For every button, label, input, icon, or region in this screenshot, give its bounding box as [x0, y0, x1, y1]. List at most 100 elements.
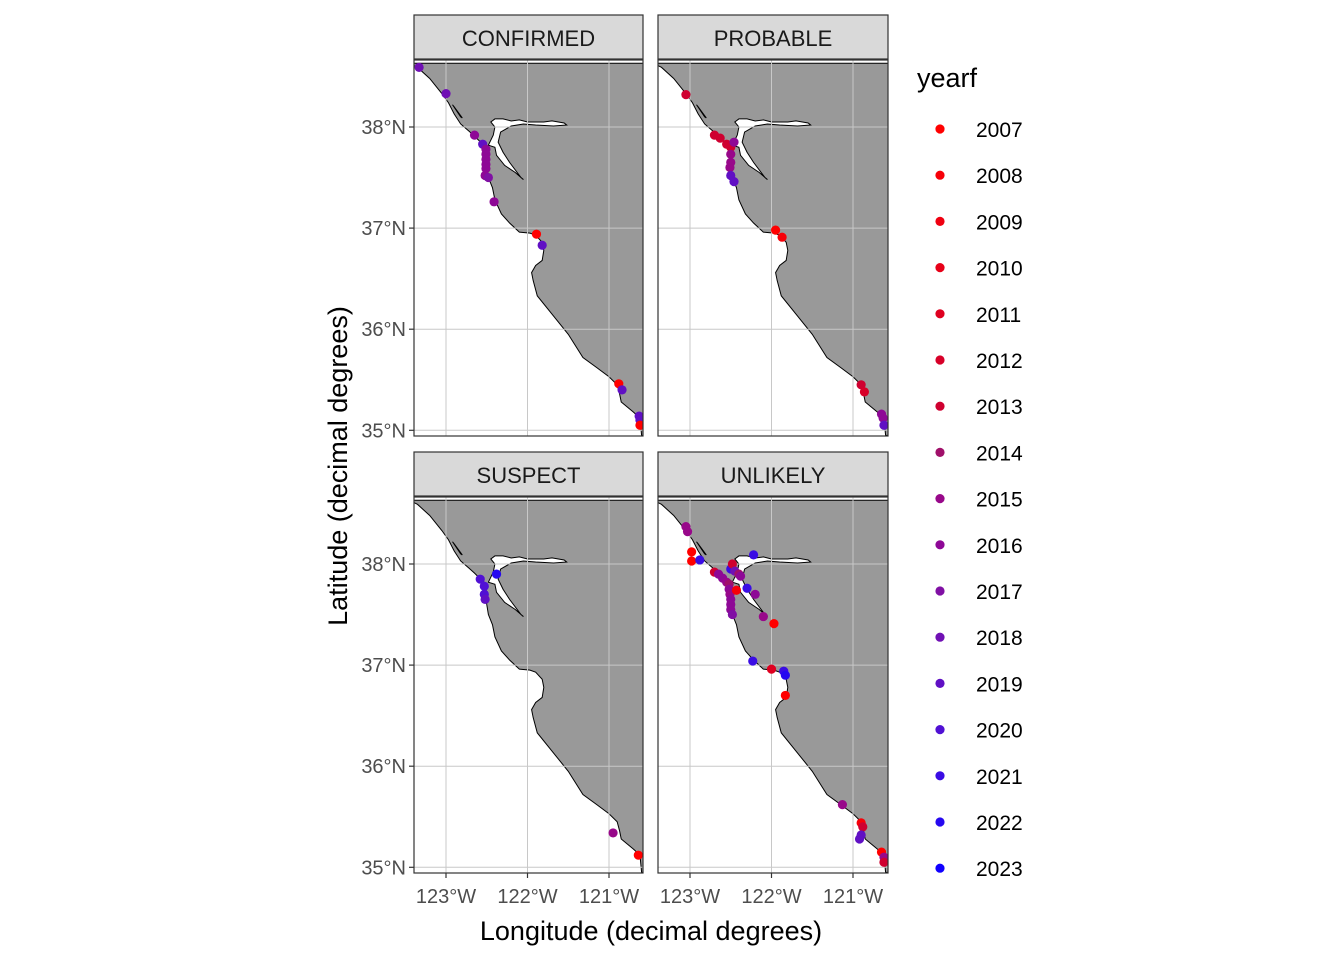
bay-water	[452, 104, 463, 119]
y-tick-label: 35°N	[361, 857, 406, 879]
legend-key-2013	[935, 401, 945, 411]
data-point	[617, 385, 627, 395]
facet-strip-label: PROBABLE	[714, 26, 833, 51]
data-point	[780, 690, 790, 701]
legend-title: yearf	[917, 63, 978, 93]
facet-panel-suspect: SUSPECT	[413, 451, 644, 874]
data-point	[687, 547, 697, 557]
legend-label: 2010	[976, 258, 1023, 281]
panel-border	[657, 496, 889, 874]
x-tick-label: 123°W	[660, 886, 720, 908]
land-area	[414, 499, 643, 873]
legend-label: 2020	[976, 720, 1023, 743]
data-point	[682, 527, 693, 537]
y-axis-title: Latitude (decimal degrees)	[323, 306, 353, 626]
legend-key-2010	[935, 263, 945, 273]
facet-panel-unlikely: UNLIKELY	[657, 451, 889, 874]
legend-key-2012	[935, 355, 945, 365]
data-point	[491, 569, 502, 579]
data-point	[854, 834, 865, 844]
bay-water	[696, 541, 707, 556]
panel-border	[657, 59, 889, 437]
data-point	[479, 581, 489, 591]
data-point	[748, 550, 759, 560]
data-point	[742, 583, 752, 593]
legend-label: 2016	[976, 535, 1023, 558]
legend-label: 2009	[976, 211, 1023, 234]
bay-water	[452, 541, 463, 556]
legend-key-2021	[935, 771, 945, 781]
data-point	[481, 163, 491, 174]
data-point	[770, 225, 781, 235]
data-point	[859, 387, 870, 397]
panel-border	[413, 59, 644, 437]
legend-key-2019	[935, 678, 945, 689]
data-point	[608, 828, 618, 838]
data-point	[537, 240, 547, 250]
data-point	[480, 594, 490, 604]
legend-label: 2011	[976, 304, 1021, 327]
legend-key-2016	[935, 540, 945, 550]
data-point	[748, 656, 758, 666]
legend-key-2018	[935, 632, 945, 642]
data-point	[858, 822, 868, 832]
x-tick-label: 121°W	[579, 886, 639, 908]
legend-key-2020	[935, 725, 945, 735]
legend-label: 2012	[976, 350, 1023, 373]
data-point	[729, 176, 739, 187]
legend-label: 2014	[976, 442, 1023, 465]
facet-strip	[413, 451, 644, 497]
facet-strip-label: SUSPECT	[477, 463, 581, 488]
legend-key-2008	[935, 170, 945, 180]
data-point	[687, 556, 697, 566]
y-tick-label: 38°N	[361, 554, 406, 576]
legend-label: 2023	[976, 858, 1023, 881]
legend: yearf 2007 2008 2009 2010 2011 2012 2013 2014 20…	[917, 63, 1023, 881]
data-point	[635, 420, 643, 430]
bay-water	[487, 118, 568, 180]
y-tick-label: 35°N	[361, 420, 406, 442]
facet-strip	[413, 14, 644, 60]
y-tick-label: 36°N	[361, 319, 406, 341]
data-point	[750, 589, 760, 599]
bay-water	[731, 118, 812, 180]
legend-label: 2007	[976, 119, 1023, 142]
legend-key-2014	[935, 447, 945, 457]
data-point	[735, 571, 746, 581]
legend-key-2009	[935, 216, 945, 226]
data-point	[531, 229, 542, 239]
facet-strip	[657, 451, 889, 497]
facet-panel-probable: PROBABLE	[657, 14, 889, 437]
data-point	[414, 62, 424, 72]
data-point	[441, 89, 451, 99]
data-point	[681, 90, 691, 100]
y-tick-label: 37°N	[361, 655, 406, 677]
data-point	[879, 420, 888, 430]
legend-label: 2008	[976, 165, 1023, 188]
legend-label: 2013	[976, 396, 1023, 419]
y-tick-label: 36°N	[361, 756, 406, 778]
facet-strip	[657, 14, 889, 60]
data-point	[777, 232, 787, 242]
y-tick-label: 38°N	[361, 117, 406, 139]
facet-strip-label: UNLIKELY	[721, 463, 826, 488]
data-point	[727, 559, 737, 569]
data-point	[475, 574, 485, 584]
data-point	[727, 609, 737, 620]
data-point	[837, 800, 848, 810]
data-point	[758, 611, 768, 622]
x-tick-label: 122°W	[741, 886, 801, 908]
land-area	[414, 62, 643, 436]
data-point	[469, 130, 480, 140]
data-point	[633, 850, 643, 860]
legend-key-2015	[935, 494, 945, 504]
data-point	[715, 133, 725, 143]
legend-key-2022	[935, 817, 945, 827]
axes: 35°N 36°N 37°N 38°N 35°N 36°N 37°N 38°N 123°W 122…	[361, 117, 883, 908]
panel-border	[413, 496, 644, 874]
facet-panels: CONFIRMED PROBABLE SUSPECT UNLIKELY	[413, 14, 889, 874]
legend-label: 2017	[976, 581, 1023, 604]
legend-label: 2015	[976, 489, 1023, 512]
bay-water	[696, 104, 707, 119]
